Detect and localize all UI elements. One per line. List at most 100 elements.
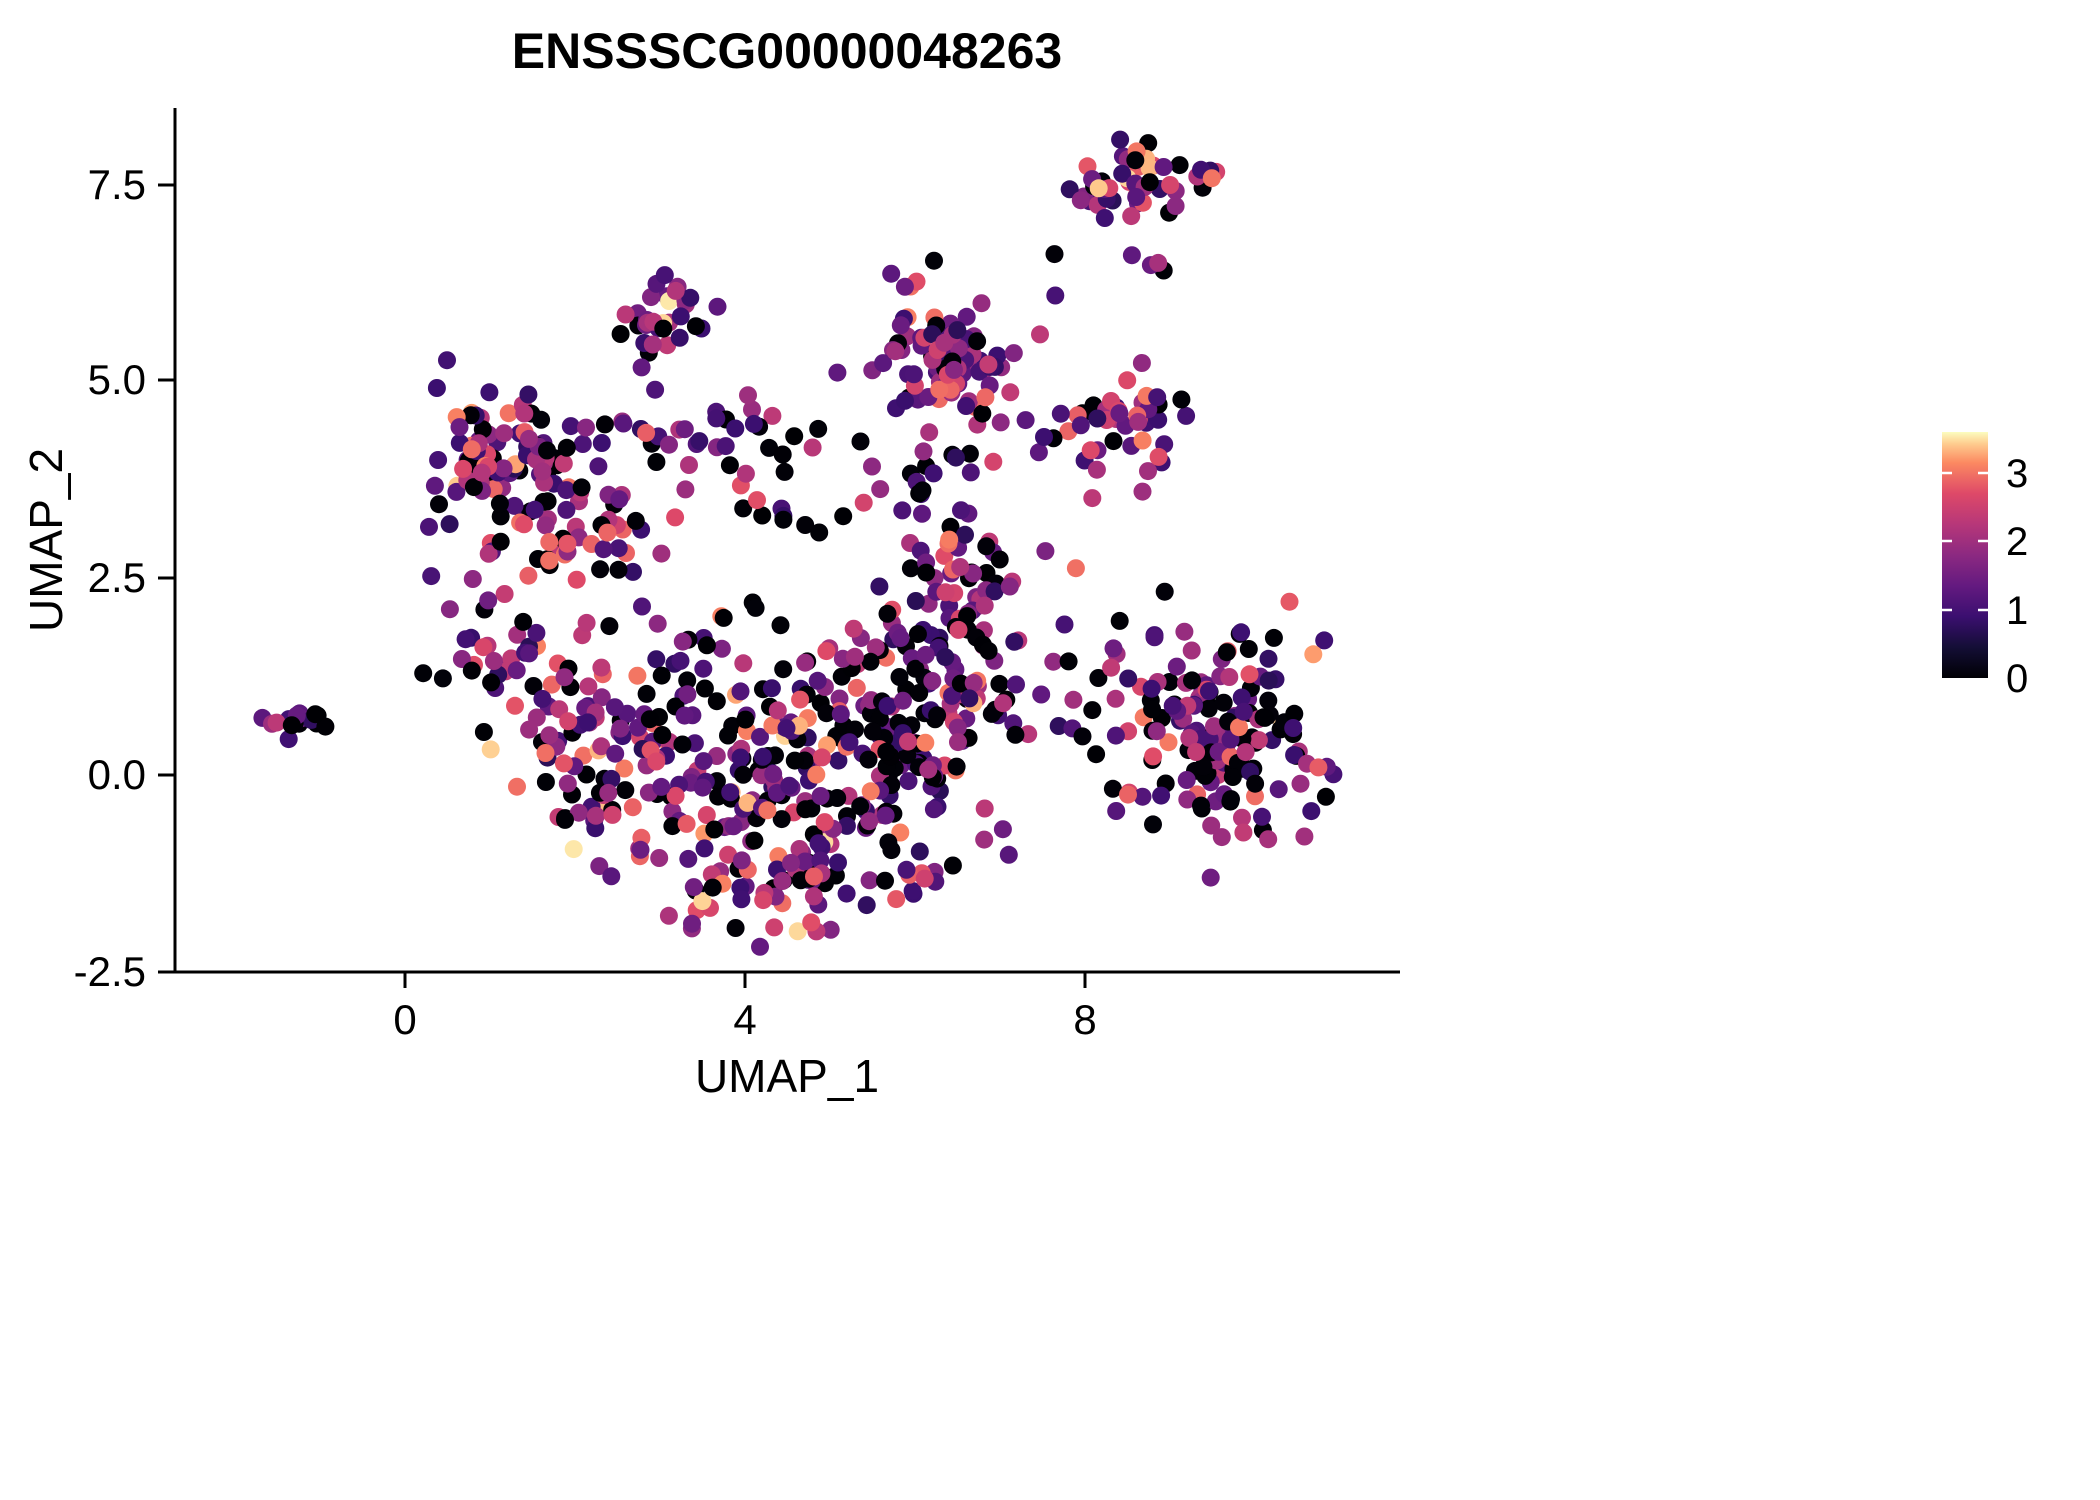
data-point <box>633 597 651 616</box>
data-point <box>844 619 863 638</box>
data-point <box>558 534 577 553</box>
data-point <box>1285 746 1304 764</box>
data-point <box>557 438 576 457</box>
data-point <box>267 713 286 732</box>
data-point <box>520 644 539 663</box>
data-point <box>1177 771 1196 789</box>
data-point <box>680 456 698 474</box>
data-point <box>743 400 761 419</box>
data-point <box>815 813 834 832</box>
data-point <box>1316 787 1335 806</box>
data-point <box>928 706 947 725</box>
data-point <box>456 630 475 649</box>
data-point <box>554 754 573 773</box>
data-point <box>1089 179 1108 198</box>
data-point <box>694 659 713 678</box>
data-point <box>951 674 970 693</box>
data-point <box>1194 757 1213 776</box>
data-point <box>726 919 745 937</box>
data-point <box>1145 628 1164 647</box>
data-point <box>977 537 996 556</box>
data-point <box>714 608 733 627</box>
data-point <box>831 705 850 724</box>
colorbar-label: 0 <box>2006 657 2028 701</box>
data-point <box>1280 592 1299 611</box>
data-point <box>494 459 513 478</box>
data-point <box>654 319 673 338</box>
data-point <box>732 851 751 870</box>
chart-title: ENSSSCG00000048263 <box>512 23 1062 79</box>
data-point <box>882 841 901 860</box>
data-point <box>1089 669 1108 687</box>
data-point <box>505 496 524 515</box>
data-point <box>897 860 916 879</box>
data-point <box>745 831 764 850</box>
data-point <box>538 492 557 511</box>
data-point <box>765 918 784 937</box>
data-point <box>422 567 441 586</box>
data-point <box>703 878 722 897</box>
data-point <box>1200 682 1218 701</box>
data-point <box>648 614 667 633</box>
data-point <box>1202 169 1221 188</box>
data-point <box>1029 443 1048 462</box>
data-point <box>1142 679 1161 698</box>
data-point <box>961 463 980 482</box>
data-point <box>1170 156 1189 175</box>
data-point <box>1161 176 1180 194</box>
y-tick-label: 5.0 <box>88 356 146 403</box>
data-point <box>960 444 979 463</box>
data-point <box>586 806 605 825</box>
data-point <box>536 516 555 535</box>
data-point <box>906 592 925 610</box>
data-point <box>495 424 514 443</box>
data-point <box>306 705 325 724</box>
data-point <box>1088 409 1107 428</box>
data-point <box>975 830 994 849</box>
data-point <box>519 566 538 585</box>
data-point <box>611 719 630 738</box>
data-point <box>982 704 1001 723</box>
data-point <box>896 391 914 410</box>
data-point <box>979 641 998 660</box>
data-point <box>808 671 827 690</box>
data-point <box>809 419 828 438</box>
data-point <box>804 887 823 906</box>
data-point <box>606 744 625 763</box>
data-point <box>958 607 977 626</box>
data-point <box>1059 652 1078 671</box>
data-point <box>540 533 559 551</box>
data-point <box>788 922 807 941</box>
data-point <box>675 706 694 725</box>
data-point <box>951 558 970 576</box>
data-point <box>1259 671 1278 690</box>
data-point <box>764 765 783 783</box>
data-point <box>1233 808 1251 827</box>
data-point <box>877 742 896 761</box>
data-point <box>744 414 763 433</box>
data-point <box>602 867 621 886</box>
data-point <box>774 660 793 679</box>
data-point <box>472 463 491 482</box>
data-point <box>777 719 796 738</box>
data-point <box>666 508 685 527</box>
data-point <box>646 380 665 399</box>
data-point <box>949 620 968 639</box>
data-point <box>482 673 501 692</box>
data-point <box>1122 207 1141 226</box>
data-point <box>712 639 731 658</box>
data-point <box>538 441 556 460</box>
data-point <box>1102 658 1121 677</box>
data-point <box>731 748 750 767</box>
data-point <box>845 647 864 666</box>
data-point <box>663 817 682 836</box>
data-point <box>802 913 821 932</box>
data-point <box>1031 325 1049 344</box>
data-point <box>751 937 769 956</box>
data-point <box>1044 652 1063 671</box>
data-point <box>540 551 559 570</box>
data-point <box>973 404 992 423</box>
data-point <box>736 464 755 483</box>
y-tick-label: 7.5 <box>88 161 146 208</box>
data-point <box>1006 725 1025 744</box>
